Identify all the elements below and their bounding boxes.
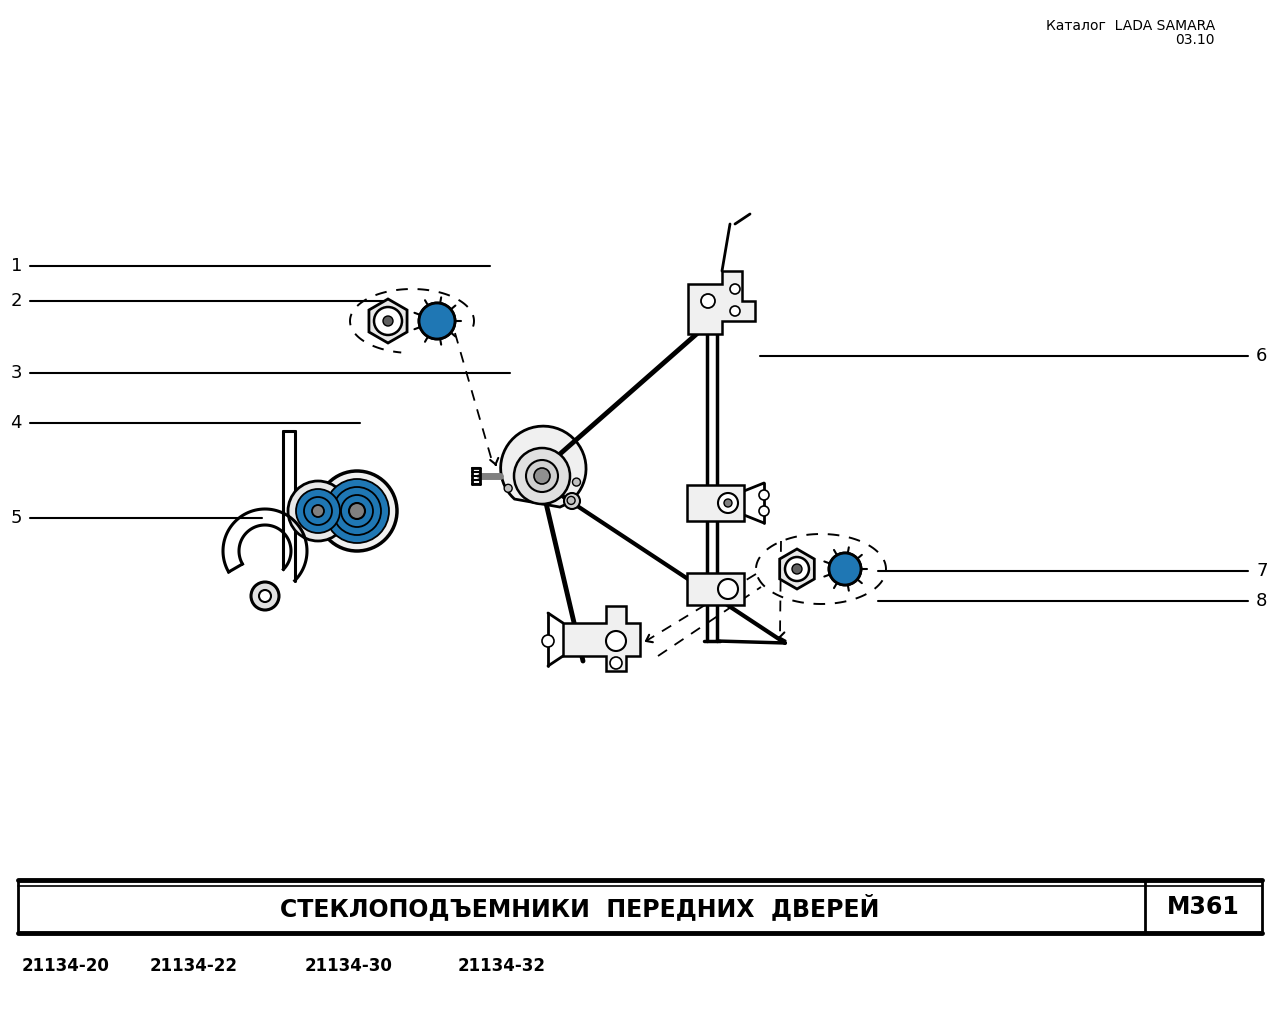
Circle shape: [718, 579, 739, 599]
Text: СТЕКЛОПОДЪЕМНИКИ  ПЕРЕДНИХ  ДВЕРЕЙ: СТЕКЛОПОДЪЕМНИКИ ПЕРЕДНИХ ДВЕРЕЙ: [280, 894, 879, 921]
Text: 4: 4: [10, 414, 22, 432]
Circle shape: [611, 657, 622, 669]
Circle shape: [701, 294, 716, 308]
Text: 8: 8: [1256, 592, 1267, 610]
Circle shape: [325, 479, 389, 543]
Circle shape: [534, 468, 550, 484]
Polygon shape: [780, 549, 814, 589]
Circle shape: [724, 499, 732, 507]
Circle shape: [785, 557, 809, 581]
Circle shape: [419, 303, 454, 339]
Circle shape: [730, 284, 740, 294]
Text: 3: 3: [10, 364, 22, 382]
Text: 6: 6: [1256, 347, 1267, 364]
Circle shape: [340, 495, 372, 527]
Polygon shape: [689, 271, 755, 334]
Circle shape: [419, 303, 454, 339]
Circle shape: [383, 317, 393, 326]
Circle shape: [251, 582, 279, 610]
Circle shape: [759, 506, 769, 516]
Circle shape: [317, 471, 397, 551]
Text: 21134-22: 21134-22: [150, 957, 238, 975]
Circle shape: [312, 505, 324, 517]
Text: 21134-20: 21134-20: [22, 957, 110, 975]
Circle shape: [259, 590, 271, 602]
Circle shape: [730, 306, 740, 317]
Circle shape: [792, 564, 803, 574]
Polygon shape: [369, 299, 407, 343]
Circle shape: [333, 487, 381, 535]
Circle shape: [605, 631, 626, 651]
Text: 7: 7: [1256, 562, 1267, 580]
Text: 5: 5: [10, 509, 22, 527]
Circle shape: [526, 460, 558, 492]
Text: 03.10: 03.10: [1175, 33, 1215, 47]
Text: М361: М361: [1166, 895, 1239, 920]
Circle shape: [567, 496, 575, 504]
Polygon shape: [563, 606, 640, 671]
Text: Каталог  LADA SAMARA: Каталог LADA SAMARA: [1046, 19, 1215, 33]
Circle shape: [829, 553, 861, 585]
Circle shape: [572, 478, 580, 486]
Circle shape: [564, 493, 580, 509]
Circle shape: [349, 503, 365, 519]
Text: 21134-30: 21134-30: [305, 957, 393, 975]
Text: 21134-32: 21134-32: [458, 957, 547, 975]
Circle shape: [541, 635, 554, 647]
Polygon shape: [687, 573, 744, 605]
Circle shape: [718, 493, 739, 513]
Circle shape: [829, 553, 861, 585]
Circle shape: [288, 481, 348, 541]
Polygon shape: [500, 426, 586, 507]
Polygon shape: [687, 485, 744, 521]
Circle shape: [759, 490, 769, 500]
Circle shape: [305, 497, 332, 525]
Circle shape: [515, 448, 570, 504]
Circle shape: [374, 307, 402, 335]
Text: 1: 1: [10, 257, 22, 275]
Circle shape: [504, 484, 512, 492]
Circle shape: [296, 489, 340, 533]
Text: 2: 2: [10, 292, 22, 310]
